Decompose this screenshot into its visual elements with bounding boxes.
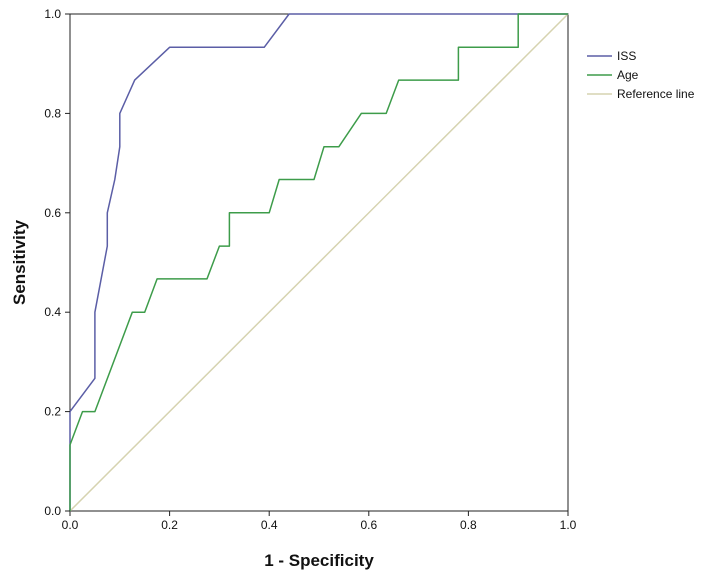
y-tick-label: 0.0 [44, 504, 61, 518]
x-tick-label: 0.2 [161, 518, 178, 532]
x-axis-title: 1 - Specificity [264, 551, 374, 570]
y-tick-label: 0.4 [44, 305, 61, 319]
legend-label: Age [617, 68, 639, 82]
series-line-iss [69, 13, 568, 511]
y-tick-label: 0.8 [44, 106, 61, 120]
x-tick-label: 0.8 [460, 518, 477, 532]
y-axis-title: Sensitivity [10, 219, 29, 305]
y-tick-label: 1.0 [44, 7, 61, 21]
legend-label: ISS [617, 49, 636, 63]
x-tick-label: 0.6 [360, 518, 377, 532]
legend: ISS Age Reference line [587, 49, 695, 101]
x-tick-label: 0.4 [261, 518, 278, 532]
y-tick-label: 0.6 [44, 206, 61, 220]
ticks-layer: 0.0 0.2 0.4 0.6 0.8 1.0 0.0 0.2 0.4 0.6 0.8 1.0 [44, 7, 576, 532]
y-tick-label: 0.2 [44, 405, 61, 419]
x-tick-label: 1.0 [560, 518, 577, 532]
series-layer [69, 13, 569, 512]
series-line-age [69, 13, 568, 511]
x-tick-label: 0.0 [62, 518, 79, 532]
series-line-reference-line [69, 13, 569, 512]
legend-label: Reference line [617, 87, 695, 101]
